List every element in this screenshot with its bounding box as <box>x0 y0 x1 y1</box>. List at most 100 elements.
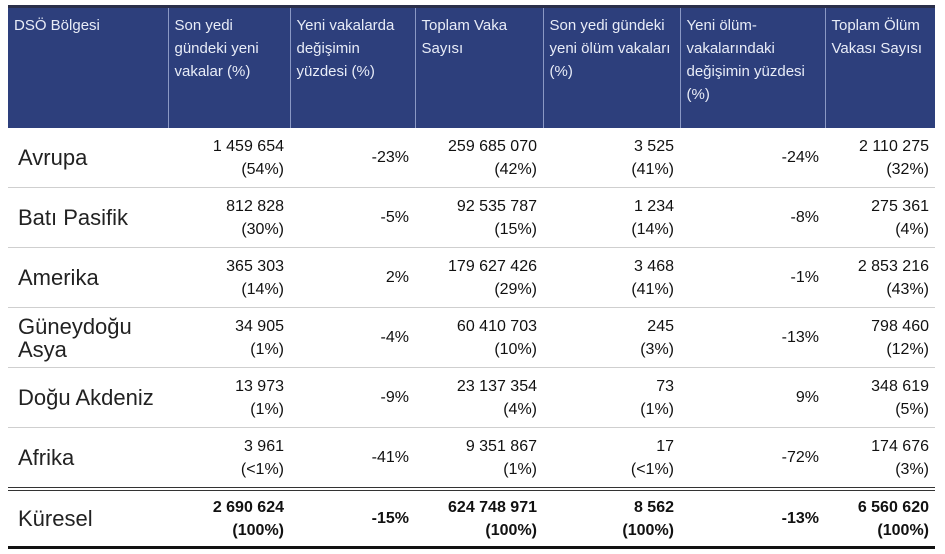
cell-death-change: -72% <box>680 427 825 491</box>
case-change-value: -41% <box>371 449 409 466</box>
new-cases-value: 365 303 <box>226 257 284 275</box>
header-total-cases: Toplam Vaka Sayısı <box>414 6 543 128</box>
header-new-deaths: Son yedi gündeki yeni ölüm vakaları (%) <box>542 6 680 128</box>
new-cases-value: 3 961 <box>243 437 284 455</box>
cell-new-deaths: 3 525 (41%) <box>543 128 680 188</box>
table-row: Avrupa 1 459 654 (54%) -23% 259 685 070 (42%)… <box>8 128 935 188</box>
new-deaths-percent: (1%) <box>640 400 674 418</box>
cell-death-change: 9% <box>680 367 825 428</box>
total-deaths-percent: (43%) <box>886 280 929 298</box>
new-cases-value: 812 828 <box>226 197 284 215</box>
cell-region: Amerika <box>8 247 168 308</box>
cell-new-deaths: 245 (3%) <box>543 307 680 368</box>
cell-case-change: -9% <box>290 367 415 428</box>
new-deaths-value: 17 <box>656 437 674 455</box>
cell-new-cases: 812 828 (30%) <box>168 187 290 248</box>
total-deaths-percent: (4%) <box>895 220 929 238</box>
new-deaths-percent: (100%) <box>622 521 674 539</box>
cell-case-change: -41% <box>290 427 415 491</box>
who-regions-table: DSÖ Bölgesi Son yedi gündeki yeni vakala… <box>8 5 935 549</box>
cell-region: Afrika <box>8 427 168 491</box>
cell-new-cases: 365 303 (14%) <box>168 247 290 308</box>
death-change-value: -1% <box>790 269 819 286</box>
cell-total-deaths: 2 853 216 (43%) <box>825 247 935 308</box>
total-deaths-percent: (32%) <box>886 160 929 178</box>
new-deaths-value: 3 468 <box>633 257 674 275</box>
cell-total-cases: 624 748 971 (100%) <box>415 489 543 549</box>
new-cases-percent: (100%) <box>232 521 284 539</box>
header-row: DSÖ Bölgesi Son yedi gündeki yeni vakala… <box>8 6 935 128</box>
case-change-value: -15% <box>371 510 409 527</box>
region-value: Küresel <box>18 506 93 531</box>
new-deaths-percent: (3%) <box>640 340 674 358</box>
cell-total-deaths: 348 619 (5%) <box>825 367 935 428</box>
cell-region: Doğu Akdeniz <box>8 367 168 428</box>
cell-total-deaths: 174 676 (3%) <box>825 427 935 491</box>
cell-total-deaths: 6 560 620 (100%) <box>825 489 935 549</box>
cell-total-deaths: 798 460 (12%) <box>825 307 935 368</box>
death-change-value: -13% <box>781 329 819 346</box>
new-deaths-value: 73 <box>656 377 674 395</box>
new-cases-percent: (1%) <box>250 340 284 358</box>
new-cases-value: 13 973 <box>235 377 284 395</box>
header-new-cases: Son yedi gündeki yeni vakalar (%) <box>167 6 290 128</box>
region-value: Afrika <box>18 445 75 470</box>
death-change-value: -72% <box>781 449 819 466</box>
cell-new-cases: 1 459 654 (54%) <box>168 128 290 188</box>
case-change-value: -4% <box>380 329 409 346</box>
total-deaths-value: 2 853 216 <box>857 257 929 275</box>
cell-total-deaths: 275 361 (4%) <box>825 187 935 248</box>
total-cases-percent: (29%) <box>494 280 537 298</box>
cell-new-deaths: 3 468 (41%) <box>543 247 680 308</box>
new-cases-percent: (54%) <box>241 160 284 178</box>
region-value: Amerika <box>18 265 99 290</box>
new-cases-value: 1 459 654 <box>212 137 284 155</box>
total-cases-value: 92 535 787 <box>456 197 537 215</box>
new-cases-value: 2 690 624 <box>212 498 284 516</box>
cell-new-cases: 2 690 624 (100%) <box>168 489 290 549</box>
death-change-value: -24% <box>781 149 819 166</box>
cell-region: Güneydoğu Asya <box>8 307 168 368</box>
case-change-value: 2% <box>385 269 409 286</box>
new-deaths-value: 3 525 <box>633 137 674 155</box>
total-cases-percent: (1%) <box>503 460 537 478</box>
cell-death-change: -1% <box>680 247 825 308</box>
cell-total-cases: 60 410 703 (10%) <box>415 307 543 368</box>
new-deaths-percent: (<1%) <box>630 460 674 478</box>
total-deaths-percent: (5%) <box>895 400 929 418</box>
cell-new-deaths: 73 (1%) <box>543 367 680 428</box>
cell-total-cases: 9 351 867 (1%) <box>415 427 543 491</box>
new-deaths-percent: (41%) <box>631 160 674 178</box>
total-cases-value: 259 685 070 <box>448 137 537 155</box>
new-cases-percent: (14%) <box>241 280 284 298</box>
new-deaths-percent: (14%) <box>631 220 674 238</box>
cell-case-change: 2% <box>290 247 415 308</box>
region-value: Avrupa <box>18 145 88 170</box>
cell-region: Batı Pasifik <box>8 187 168 248</box>
region-value: Güneydoğu Asya <box>18 313 132 362</box>
new-deaths-value: 8 562 <box>633 498 674 516</box>
table-row: Batı Pasifik 812 828 (30%) -5% 92 535 787 (15… <box>8 187 935 248</box>
table-row: Güneydoğu Asya 34 905 (1%) -4% 60 410 703 (10… <box>8 307 935 368</box>
cell-new-cases: 3 961 (<1%) <box>168 427 290 491</box>
cell-case-change: -4% <box>290 307 415 368</box>
region-value: Doğu Akdeniz <box>18 385 154 410</box>
death-change-value: -8% <box>790 209 819 226</box>
total-cases-percent: (15%) <box>494 220 537 238</box>
cell-new-cases: 13 973 (1%) <box>168 367 290 428</box>
table-row: Doğu Akdeniz 13 973 (1%) -9% 23 137 354 (4%) 7… <box>8 367 935 428</box>
death-change-value: -13% <box>781 510 819 527</box>
cell-region: Küresel <box>8 489 168 549</box>
header-death-change: Yeni ölüm-vakalarındaki değişimin yüzdes… <box>679 6 825 128</box>
death-change-value: 9% <box>795 389 819 406</box>
cell-death-change: -8% <box>680 187 825 248</box>
new-cases-value: 34 905 <box>235 317 284 335</box>
total-deaths-percent: (100%) <box>877 521 929 539</box>
total-cases-value: 9 351 867 <box>465 437 537 455</box>
header-total-deaths: Toplam Ölüm Vakası Sayısı <box>824 6 935 128</box>
new-deaths-value: 245 <box>647 317 674 335</box>
table-row: Afrika 3 961 (<1%) -41% 9 351 867 (1%) 17 (<1%)… <box>8 427 935 491</box>
case-change-value: -23% <box>371 149 409 166</box>
header-case-change: Yeni vakalarda değişimin yüzdesi (%) <box>289 6 415 128</box>
case-change-value: -9% <box>380 389 409 406</box>
